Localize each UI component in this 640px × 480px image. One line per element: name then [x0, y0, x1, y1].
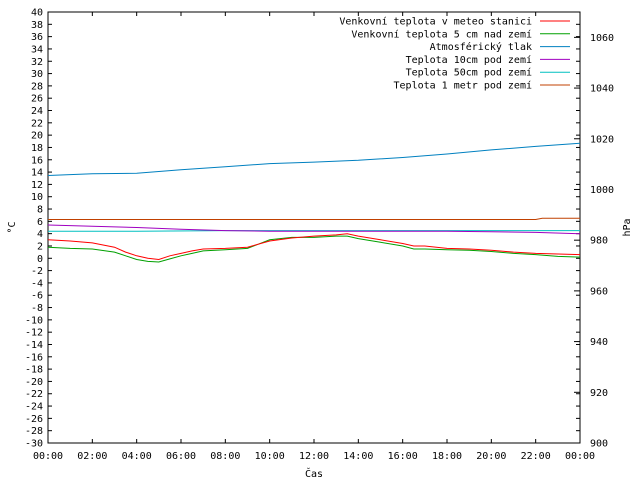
- y-tick-label: 28: [31, 81, 43, 92]
- y-tick-label: 36: [31, 32, 43, 43]
- y-axis-title: °C: [7, 221, 18, 233]
- y-tick-label: -24: [25, 402, 43, 413]
- y-tick-label: 40: [31, 8, 43, 19]
- y-tick-label: -10: [25, 315, 43, 326]
- y-tick-label: 30: [31, 69, 43, 80]
- y-tick-label: -26: [25, 414, 43, 425]
- y-tick-label: -20: [25, 377, 43, 388]
- y-tick-label: -18: [25, 365, 43, 376]
- y-tick-label: 18: [31, 143, 43, 154]
- legend: Venkovní teplota v meteo staniciVenkovní…: [339, 16, 570, 92]
- y-tick-label: 2: [37, 241, 43, 252]
- y2-tick-label: 1060: [590, 33, 614, 44]
- series-line-4: [48, 230, 580, 232]
- legend-label: Atmosférický tlak: [430, 41, 532, 53]
- axes: -30-28-26-24-22-20-18-16-14-12-10-8-6-4-…: [25, 8, 614, 463]
- legend-label: Venkovní teplota v meteo stanici: [339, 16, 532, 28]
- x-tick-label: 16:00: [388, 451, 418, 462]
- x-tick-label: 12:00: [299, 451, 329, 462]
- series-line-0: [47, 233, 581, 261]
- y2-tick-label: 1000: [590, 185, 614, 196]
- y2-tick-label: 900: [590, 439, 608, 450]
- y-tick-label: 4: [37, 229, 43, 240]
- y-tick-label: 22: [31, 118, 43, 129]
- y-tick-label: -30: [25, 439, 43, 450]
- x-tick-label: 00:00: [33, 451, 63, 462]
- x-tick-label: 02:00: [77, 451, 107, 462]
- y-tick-label: -28: [25, 426, 43, 437]
- y-tick-label: 34: [31, 44, 43, 55]
- y-tick-label: 0: [37, 254, 43, 265]
- y2-tick-label: 960: [590, 286, 608, 297]
- y2-tick-label: 1040: [590, 84, 614, 95]
- y-tick-label: 10: [31, 192, 43, 203]
- legend-label: Venkovní teplota 5 cm nad zemí: [351, 28, 532, 40]
- y2-axis-title: hPa: [622, 218, 633, 236]
- series-line-2: [47, 142, 581, 176]
- x-tick-label: 04:00: [122, 451, 152, 462]
- y-tick-label: -8: [31, 303, 43, 314]
- y-tick-label: -12: [25, 328, 43, 339]
- series-lines: [47, 142, 581, 263]
- x-tick-label: 00:00: [565, 451, 595, 462]
- x-tick-label: 20:00: [476, 451, 506, 462]
- x-tick-label: 14:00: [343, 451, 373, 462]
- legend-label: Teplota 10cm pod zemí: [406, 54, 532, 66]
- y-tick-label: -22: [25, 389, 43, 400]
- series-line-5: [48, 217, 580, 220]
- y2-tick-label: 920: [590, 388, 608, 399]
- y-tick-label: 32: [31, 57, 43, 68]
- y2-tick-label: 1020: [590, 134, 614, 145]
- legend-label: Teplota 50cm pod zemí: [406, 67, 532, 79]
- y-tick-label: -4: [31, 278, 43, 289]
- x-tick-label: 10:00: [255, 451, 285, 462]
- y-tick-label: -14: [25, 340, 43, 351]
- y-tick-label: 8: [37, 205, 43, 216]
- y-tick-label: 12: [31, 180, 43, 191]
- x-tick-label: 18:00: [432, 451, 462, 462]
- x-axis-title: Čas: [305, 467, 323, 480]
- y-tick-label: 6: [37, 217, 43, 228]
- x-tick-label: 06:00: [166, 451, 196, 462]
- legend-label: Teplota 1 metr pod zemí: [394, 80, 532, 92]
- y-tick-label: 14: [31, 168, 43, 179]
- series-line-3: [47, 224, 581, 235]
- y-tick-label: 20: [31, 131, 43, 142]
- x-tick-label: 08:00: [210, 451, 240, 462]
- y-tick-label: -6: [31, 291, 43, 302]
- y-tick-label: 16: [31, 155, 43, 166]
- y-tick-label: -2: [31, 266, 43, 277]
- y-tick-label: 38: [31, 20, 43, 31]
- y-tick-label: 26: [31, 94, 43, 105]
- y-tick-label: -16: [25, 352, 43, 363]
- y-tick-label: 24: [31, 106, 43, 117]
- y2-tick-label: 980: [590, 236, 608, 247]
- series-line-1: [47, 235, 581, 263]
- x-tick-label: 22:00: [521, 451, 551, 462]
- y2-tick-label: 940: [590, 337, 608, 348]
